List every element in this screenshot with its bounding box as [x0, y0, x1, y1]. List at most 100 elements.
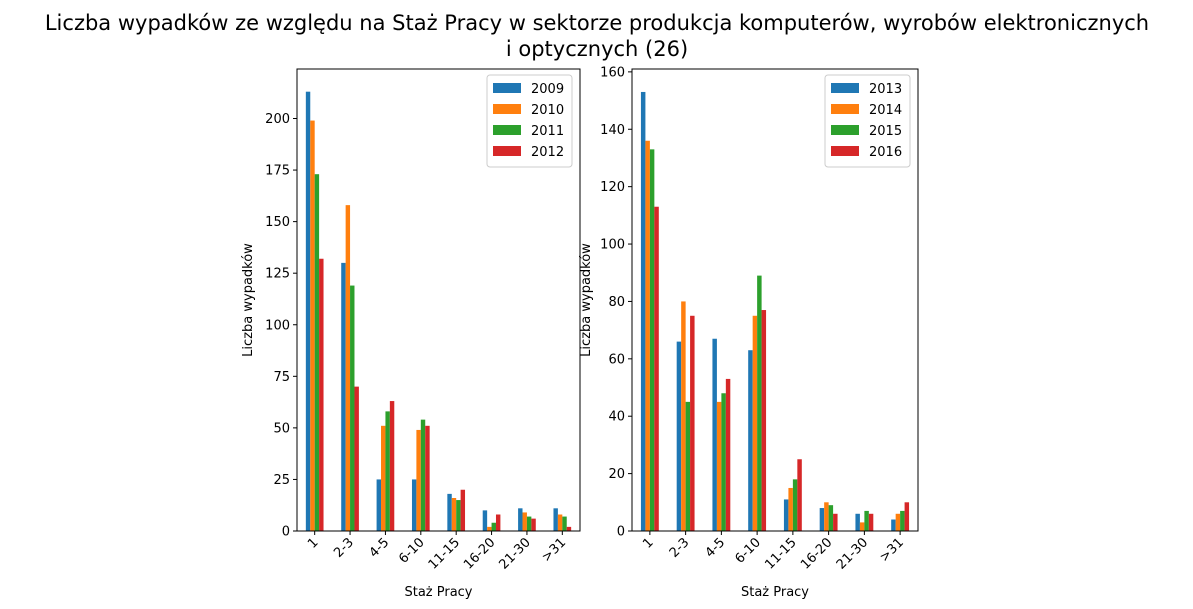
- bar-2013-2-3: [676, 341, 682, 531]
- bar-2014-21-30: [859, 522, 865, 531]
- x-axis-label: Staż Pracy: [404, 585, 472, 600]
- x-tick-label: 11-15: [762, 535, 799, 572]
- bar-2011-21-30: [526, 516, 532, 531]
- bar-2016-11-15: [797, 459, 802, 531]
- bar-2012-21-30: [531, 518, 536, 532]
- bar-2010->31: [557, 514, 563, 531]
- x-tick-label: 1: [305, 535, 321, 551]
- bar-2013-4-5: [712, 338, 717, 531]
- x-tick-label: 16-20: [461, 535, 498, 572]
- bar-2014->31: [895, 513, 901, 531]
- chart-title-line2: i optycznych (26): [506, 37, 688, 61]
- y-tick-label: 100: [600, 238, 625, 253]
- x-tick-label: 11-15: [426, 535, 463, 572]
- y-tick-label: 150: [265, 215, 290, 230]
- bar-2014-16-20: [824, 502, 829, 531]
- y-tick-label: 0: [617, 525, 625, 540]
- bar-2011-2-3: [350, 285, 355, 531]
- y-axis-label: Liczba wypadków: [579, 243, 594, 357]
- y-tick-label: 60: [608, 352, 625, 367]
- legend-label: 2011: [531, 124, 564, 139]
- y-axis-label: Liczba wypadków: [241, 243, 256, 357]
- bar-2013-21-30: [855, 513, 860, 531]
- bar-2012-2-3: [354, 386, 359, 532]
- bar-2010-11-15: [451, 498, 457, 531]
- bar-2014-1: [645, 140, 650, 532]
- y-tick-label: 125: [265, 267, 290, 282]
- x-tick-label: 21-30: [834, 535, 871, 572]
- bar-2013->31: [891, 519, 896, 531]
- legend-swatch-2016: [831, 146, 859, 156]
- legend-label: 2010: [531, 103, 564, 118]
- axes-frame: [296, 68, 581, 532]
- bar-2009-1: [305, 91, 311, 531]
- bar-2016->31: [904, 502, 910, 531]
- legend-label: 2009: [531, 82, 564, 97]
- legend-label: 2014: [869, 103, 902, 118]
- bar-2010-21-30: [522, 512, 527, 531]
- bar-2009-6-10: [411, 479, 417, 531]
- legend-box: [486, 74, 573, 168]
- y-tick-label: 175: [265, 164, 290, 179]
- legend-label: 2015: [869, 124, 902, 139]
- y-tick-label: 100: [265, 318, 290, 333]
- x-tick-label: >31: [877, 535, 907, 565]
- legend-box: [824, 74, 911, 168]
- bar-2011-6-10: [420, 419, 426, 532]
- bar-2015-6-10: [757, 275, 762, 531]
- bar-2015-2-3: [685, 401, 691, 531]
- x-tick-label: 1: [640, 535, 656, 551]
- bar-2015-4-5: [721, 393, 726, 531]
- legend-swatch-2012: [493, 146, 521, 156]
- bar-2016-1: [654, 206, 659, 532]
- x-tick-label: 4-5: [703, 535, 729, 561]
- bar-2015-21-30: [864, 510, 869, 531]
- bar-2009-2-3: [341, 262, 346, 532]
- bar-2015-11-15: [792, 479, 798, 531]
- x-tick-label: 21-30: [496, 535, 533, 572]
- y-tick-label: 0: [282, 525, 290, 540]
- x-tick-label: >31: [539, 535, 569, 565]
- bar-2016-4-5: [725, 378, 731, 531]
- x-tick-label: 6-10: [732, 535, 763, 566]
- legend-swatch-2010: [493, 104, 521, 114]
- bar-2013-6-10: [748, 350, 753, 531]
- x-tick-label: 2-3: [667, 535, 693, 561]
- bar-2015->31: [900, 510, 905, 531]
- bar-2009-21-30: [518, 508, 523, 531]
- y-tick-label: 140: [600, 123, 625, 138]
- bar-2010-16-20: [487, 526, 492, 532]
- legend: 2009 2010 2011 2012: [486, 74, 573, 168]
- bar-2012-1: [319, 258, 324, 531]
- bar-2009-4-5: [376, 479, 382, 531]
- bar-2011->31: [562, 516, 567, 531]
- bar-2009-11-15: [447, 493, 452, 532]
- legend-swatch-2009: [493, 83, 521, 93]
- y-tick-label: 20: [608, 467, 625, 482]
- bar-2012-11-15: [460, 489, 466, 531]
- x-tick-label: 2-3: [331, 535, 357, 561]
- bar-2013-11-15: [783, 499, 789, 531]
- bar-2016-16-20: [833, 513, 838, 531]
- axes-frame: [631, 68, 919, 532]
- y-tick-label: 80: [608, 295, 625, 310]
- legend-label: 2012: [531, 145, 564, 160]
- left-subplot: 0 25 50 75 100 125 150 175 200 1 2-3 4-5 6-1011-1516…: [241, 68, 581, 600]
- bar-2010-6-10: [416, 429, 421, 531]
- bar-2015-16-20: [828, 505, 834, 531]
- legend: 2013 2014 2015 2016: [824, 74, 911, 168]
- bar-2011-4-5: [385, 411, 390, 532]
- bar-2009->31: [553, 508, 558, 531]
- x-tick-label: 16-20: [798, 535, 835, 572]
- bar-2013-16-20: [819, 508, 825, 531]
- bar-2014-11-15: [788, 487, 793, 531]
- legend-swatch-2015: [831, 125, 859, 135]
- bar-2015-1: [649, 149, 655, 531]
- bar-2009-16-20: [482, 510, 488, 532]
- bar-2016-21-30: [868, 513, 874, 531]
- bar-2010-1: [310, 120, 315, 531]
- bar-2013-1: [640, 91, 646, 532]
- legend-swatch-2011: [493, 125, 521, 135]
- y-tick-label: 50: [273, 421, 290, 436]
- bar-2011-11-15: [456, 500, 461, 531]
